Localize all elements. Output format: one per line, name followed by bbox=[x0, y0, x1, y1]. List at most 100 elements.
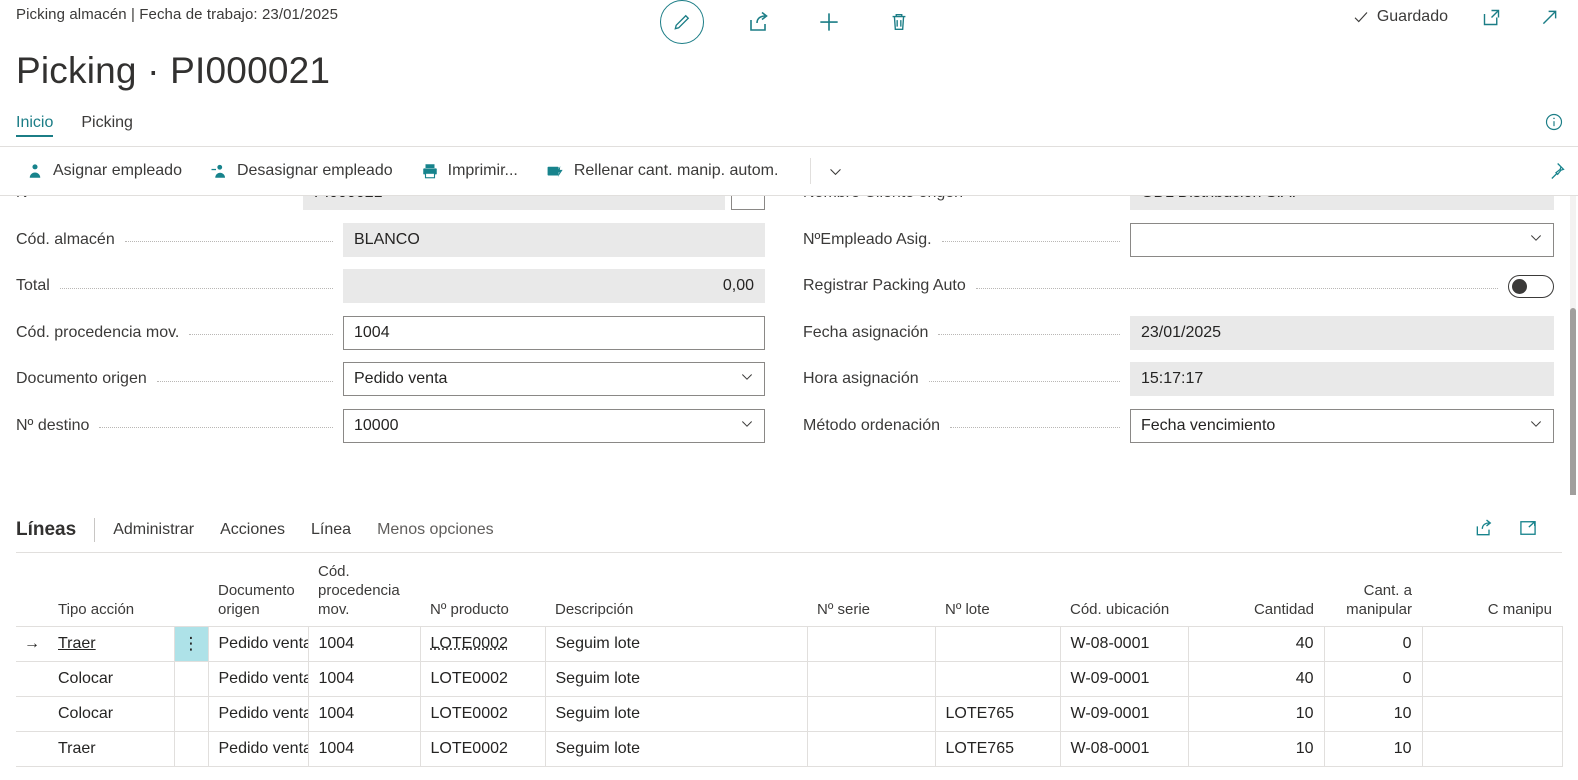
cell-no-producto[interactable]: LOTE0002 bbox=[420, 696, 546, 732]
cell-descripcion[interactable]: Seguim lote bbox=[545, 731, 808, 767]
cell-cantidad[interactable]: 40 bbox=[1188, 661, 1325, 697]
cell-tipo-accion[interactable]: Colocar bbox=[48, 696, 175, 732]
tab-picking[interactable]: Picking bbox=[81, 113, 133, 131]
table-row[interactable]: Colocar Pedido venta 1004 LOTE0002 Segui… bbox=[16, 661, 1563, 697]
imprimir-label: Imprimir... bbox=[447, 162, 518, 179]
cell-no-producto[interactable]: LOTE0002 bbox=[420, 626, 546, 662]
col-no-lote[interactable]: Nº lote bbox=[935, 552, 1060, 627]
cell-cant-a-manipular[interactable]: 10 bbox=[1324, 696, 1423, 732]
lines-action-linea[interactable]: Línea bbox=[311, 521, 352, 538]
cell-documento-origen[interactable]: Pedido venta bbox=[208, 626, 309, 662]
form-scrollbar-thumb[interactable] bbox=[1570, 308, 1576, 495]
tab-inicio[interactable]: Inicio bbox=[16, 114, 54, 137]
col-cod-procedencia-mov[interactable]: Cód. procedencia mov. bbox=[308, 552, 420, 627]
row-menu-button[interactable] bbox=[174, 731, 209, 767]
cell-no-producto[interactable]: LOTE0002 bbox=[420, 731, 546, 767]
info-icon[interactable] bbox=[1544, 112, 1564, 137]
cell-no-serie[interactable] bbox=[807, 661, 936, 697]
cell-cant-a-manipular[interactable]: 0 bbox=[1324, 661, 1423, 697]
col-cant-a-manipular[interactable]: Cant. a manipular bbox=[1324, 552, 1422, 627]
col-cod-ubicacion[interactable]: Cód. ubicación bbox=[1060, 552, 1188, 627]
rellenar-cant-manip-autom-button[interactable]: Rellenar cant. manip. autom. bbox=[546, 162, 779, 181]
cod-procedencia-mov-input[interactable]: 1004 bbox=[343, 315, 765, 350]
cell-cod-ubicacion[interactable]: W-08-0001 bbox=[1060, 626, 1189, 662]
expand-arrow-icon[interactable] bbox=[1534, 2, 1564, 32]
col-cant-manipulada[interactable]: C manipu bbox=[1422, 552, 1562, 627]
cell-no-lote[interactable] bbox=[935, 626, 1061, 662]
cell-no-serie[interactable] bbox=[807, 696, 936, 732]
share-icon[interactable] bbox=[1474, 518, 1494, 538]
cell-tipo-accion[interactable]: Colocar bbox=[48, 661, 175, 697]
cell-cod-ubicacion[interactable]: W-08-0001 bbox=[1060, 731, 1189, 767]
no-empleado-asig-select[interactable] bbox=[1130, 222, 1554, 257]
cell-descripcion[interactable]: Seguim lote bbox=[545, 626, 808, 662]
numero-lookup-button[interactable] bbox=[731, 196, 765, 211]
col-no-serie[interactable]: Nº serie bbox=[807, 552, 935, 627]
share-icon[interactable] bbox=[744, 7, 774, 37]
col-descripcion[interactable]: Descripción bbox=[545, 552, 807, 627]
plus-icon[interactable] bbox=[814, 7, 844, 37]
field-label-total: Total bbox=[16, 277, 50, 295]
cell-no-lote[interactable] bbox=[935, 661, 1061, 697]
cell-cantidad[interactable]: 10 bbox=[1188, 696, 1325, 732]
cell-no-lote[interactable]: LOTE765 bbox=[935, 731, 1061, 767]
form-column-right: Nombre Cliente origen GDL Distribución S… bbox=[789, 196, 1578, 449]
cell-no-producto[interactable]: LOTE0002 bbox=[420, 661, 546, 697]
row-menu-button[interactable]: ⋮ bbox=[174, 626, 209, 662]
cell-no-serie[interactable] bbox=[807, 626, 936, 662]
cell-documento-origen[interactable]: Pedido venta bbox=[208, 661, 309, 697]
imprimir-button[interactable]: Imprimir... bbox=[421, 162, 518, 180]
metodo-ordenacion-select[interactable]: Fecha vencimiento bbox=[1130, 408, 1554, 443]
open-in-full-icon[interactable] bbox=[1518, 518, 1538, 538]
lines-action-menos-opciones[interactable]: Menos opciones bbox=[377, 521, 494, 538]
cell-cant-a-manipular[interactable]: 0 bbox=[1324, 626, 1423, 662]
field-row-fecha-asignacion: Fecha asignación 23/01/2025 bbox=[803, 310, 1554, 357]
cell-cant-manipulada[interactable] bbox=[1422, 731, 1563, 767]
tab-strip: Inicio Picking bbox=[0, 104, 1578, 146]
lines-action-administrar[interactable]: Administrar bbox=[113, 521, 195, 538]
cell-descripcion[interactable]: Seguim lote bbox=[545, 661, 808, 697]
lines-grid: Tipo acción Documento origen Cód. proced… bbox=[16, 552, 1563, 767]
cell-cod-ubicacion[interactable]: W-09-0001 bbox=[1060, 696, 1189, 732]
cell-cantidad[interactable]: 40 bbox=[1188, 626, 1325, 662]
table-row[interactable]: Colocar Pedido venta 1004 LOTE0002 Segui… bbox=[16, 696, 1563, 732]
cell-cant-a-manipular[interactable]: 10 bbox=[1324, 731, 1423, 767]
asignar-empleado-button[interactable]: Asignar empleado bbox=[26, 162, 182, 180]
cell-cod-procedencia-mov[interactable]: 1004 bbox=[308, 626, 421, 662]
lines-action-acciones[interactable]: Acciones bbox=[220, 521, 286, 538]
cell-no-lote[interactable]: LOTE765 bbox=[935, 696, 1061, 732]
cell-documento-origen[interactable]: Pedido venta bbox=[208, 696, 309, 732]
cell-cod-procedencia-mov[interactable]: 1004 bbox=[308, 661, 421, 697]
cell-documento-origen[interactable]: Pedido venta bbox=[208, 731, 309, 767]
cell-cod-ubicacion[interactable]: W-09-0001 bbox=[1060, 661, 1189, 697]
col-tipo-accion[interactable]: Tipo acción bbox=[48, 552, 174, 627]
col-documento-origen[interactable]: Documento origen bbox=[208, 552, 308, 627]
cell-cantidad[interactable]: 10 bbox=[1188, 731, 1325, 767]
cell-no-serie[interactable] bbox=[807, 731, 936, 767]
table-row[interactable]: Traer Pedido venta 1004 LOTE0002 Seguim … bbox=[16, 731, 1563, 767]
no-destino-select[interactable]: 10000 bbox=[343, 408, 765, 443]
row-indicator bbox=[16, 731, 48, 767]
col-no-producto[interactable]: Nº producto bbox=[420, 552, 545, 627]
registrar-packing-auto-toggle[interactable] bbox=[1508, 274, 1554, 298]
table-row[interactable]: → Traer ⋮ Pedido venta 1004 LOTE0002 Seg… bbox=[16, 626, 1563, 662]
pencil-icon[interactable] bbox=[660, 0, 704, 44]
desasignar-empleado-button[interactable]: Desasignar empleado bbox=[210, 162, 393, 180]
row-menu-button[interactable] bbox=[174, 661, 209, 697]
cell-cant-manipulada[interactable] bbox=[1422, 696, 1563, 732]
col-cantidad[interactable]: Cantidad bbox=[1188, 552, 1324, 627]
cell-cod-procedencia-mov[interactable]: 1004 bbox=[308, 696, 421, 732]
cell-tipo-accion[interactable]: Traer bbox=[48, 626, 175, 662]
rellenar-label: Rellenar cant. manip. autom. bbox=[573, 162, 779, 179]
cell-cant-manipulada[interactable] bbox=[1422, 661, 1563, 697]
cell-descripcion[interactable]: Seguim lote bbox=[545, 696, 808, 732]
cell-cant-manipulada[interactable] bbox=[1422, 626, 1563, 662]
cell-cod-procedencia-mov[interactable]: 1004 bbox=[308, 731, 421, 767]
row-menu-button[interactable] bbox=[174, 696, 209, 732]
pin-icon[interactable] bbox=[1546, 161, 1566, 186]
open-in-new-window-icon[interactable] bbox=[1476, 2, 1506, 32]
cell-tipo-accion[interactable]: Traer bbox=[48, 731, 175, 767]
documento-origen-select[interactable]: Pedido venta bbox=[343, 362, 765, 397]
trash-icon[interactable] bbox=[884, 7, 914, 37]
chevron-down-icon[interactable] bbox=[817, 163, 854, 180]
